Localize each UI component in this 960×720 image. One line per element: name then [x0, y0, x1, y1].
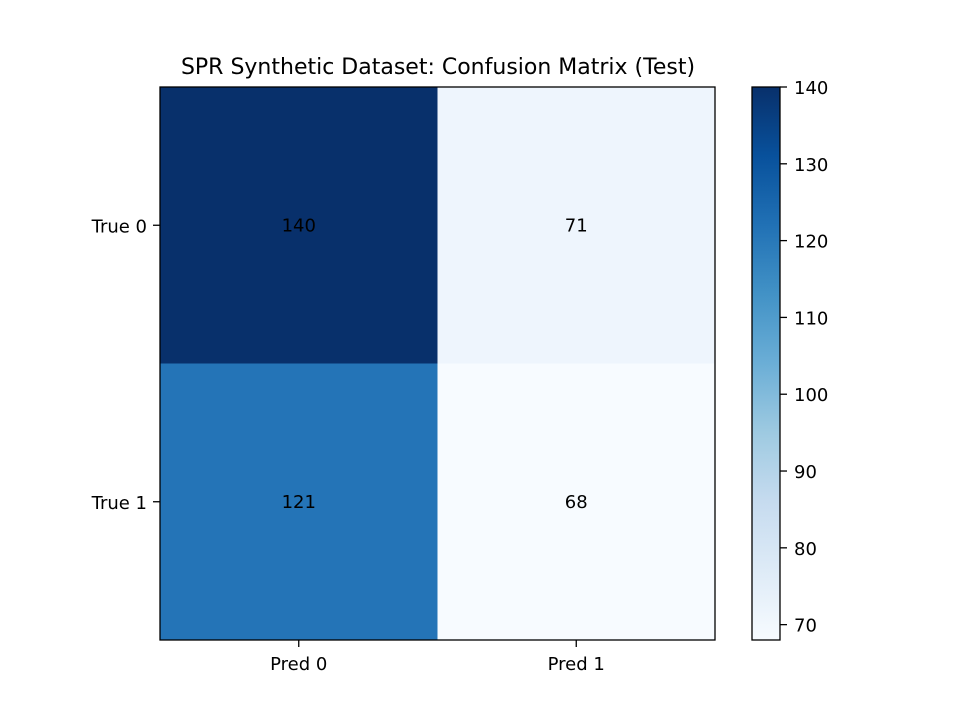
y-tick-label: True 0 [91, 216, 147, 237]
colorbar-tick-label: 70 [794, 616, 817, 637]
cell-value-label-0-0: 140 [282, 215, 316, 236]
colorbar-tick-label: 130 [794, 155, 828, 176]
x-axis-ticks: Pred 0 Pred 1 [270, 640, 605, 675]
heatmap-cells [160, 87, 715, 640]
colorbar-tick-label: 90 [794, 462, 817, 483]
plot-frame [159, 86, 716, 641]
heatmap-cell-0-0 [160, 87, 438, 364]
cell-value-label-1-0: 121 [282, 492, 316, 513]
y-tick-label: True 1 [91, 493, 147, 514]
heatmap-cell-1-0 [160, 363, 438, 640]
colorbar-tick-label: 80 [794, 539, 817, 560]
colorbar-tick-label: 120 [794, 232, 828, 253]
colorbar [751, 86, 781, 641]
colorbar-tick-label: 100 [794, 385, 828, 406]
colorbar-ticks: 70 80 90 100 110 120 130 140 [780, 78, 828, 637]
colorbar-tick-label: 140 [794, 78, 828, 99]
x-tick-label: Pred 1 [548, 654, 605, 675]
cell-value-label-0-1: 71 [565, 215, 588, 236]
heatmap-cell-labels: 140 71 121 68 [282, 215, 588, 513]
cell-value-label-1-1: 68 [565, 492, 588, 513]
x-tick-label: Pred 0 [270, 654, 327, 675]
heatmap-cell-1-1 [437, 363, 715, 640]
colorbar-tick-label: 110 [794, 308, 828, 329]
y-axis-ticks: True 0 True 1 [91, 216, 160, 514]
chart-title: SPR Synthetic Dataset: Confusion Matrix … [181, 55, 695, 80]
heatmap-cell-0-1 [437, 87, 715, 364]
